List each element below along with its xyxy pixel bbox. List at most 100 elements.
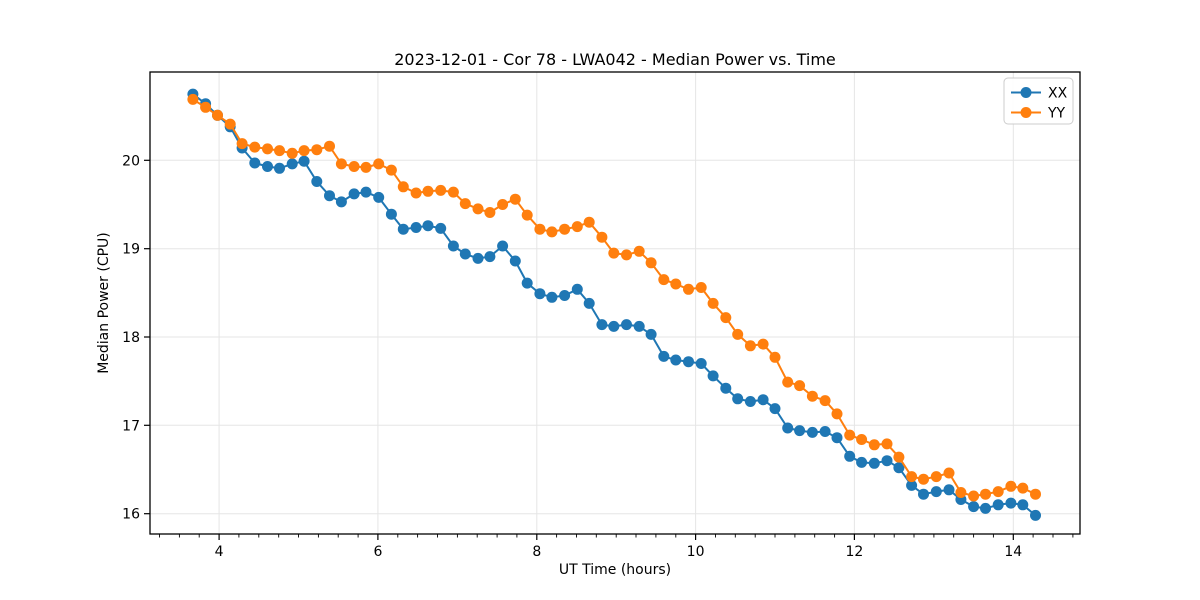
- data-point-XX: [373, 191, 385, 203]
- data-point-XX: [385, 208, 397, 220]
- data-point-YY: [200, 101, 212, 113]
- data-point-XX: [720, 382, 732, 394]
- data-point-YY: [187, 93, 199, 105]
- data-point-XX: [571, 283, 583, 295]
- data-point-XX: [249, 157, 261, 169]
- data-point-YY: [683, 283, 694, 295]
- data-point-XX: [621, 319, 632, 331]
- data-point-XX: [596, 319, 608, 331]
- data-point-YY: [410, 187, 422, 199]
- data-point-YY: [298, 145, 310, 157]
- data-point-YY: [806, 390, 818, 402]
- data-point-YY: [707, 297, 719, 309]
- data-point-YY: [980, 488, 991, 500]
- legend-marker-XX: [1020, 87, 1032, 98]
- data-point-XX: [918, 488, 929, 500]
- data-point-XX: [534, 288, 546, 300]
- data-point-YY: [1030, 488, 1041, 500]
- data-point-YY: [509, 193, 521, 205]
- data-point-XX: [360, 186, 372, 198]
- data-point-YY: [596, 231, 608, 243]
- data-point-XX: [397, 223, 409, 235]
- data-point-YY: [546, 226, 558, 238]
- data-point-YY: [819, 395, 831, 407]
- data-point-YY: [447, 186, 459, 198]
- data-point-YY: [943, 467, 955, 479]
- data-point-XX: [324, 190, 335, 202]
- data-point-YY: [918, 473, 929, 485]
- data-point-YY: [484, 207, 496, 218]
- data-point-YY: [658, 274, 670, 286]
- data-point-XX: [262, 161, 273, 172]
- data-point-XX: [806, 426, 818, 438]
- data-point-YY: [472, 203, 484, 215]
- series-line-YY: [192, 98, 1036, 497]
- data-point-XX: [435, 222, 447, 234]
- data-point-YY: [633, 245, 645, 257]
- data-point-YY: [435, 184, 447, 196]
- data-point-YY: [844, 429, 856, 441]
- y-tick-label: 16: [122, 507, 140, 523]
- data-point-XX: [980, 502, 991, 514]
- data-point-YY: [224, 118, 236, 130]
- data-point-YY: [992, 486, 1004, 498]
- y-tick-label: 20: [122, 153, 140, 169]
- data-point-XX: [782, 422, 794, 434]
- data-point-YY: [695, 282, 707, 293]
- y-tick-label: 19: [122, 242, 140, 258]
- data-point-YY: [645, 257, 657, 269]
- data-point-XX: [906, 479, 918, 491]
- data-point-XX: [707, 370, 719, 382]
- x-tick-label: 12: [845, 544, 863, 560]
- data-point-YY: [373, 158, 385, 170]
- data-point-YY: [881, 438, 893, 450]
- data-point-YY: [1017, 482, 1029, 494]
- data-point-YY: [249, 141, 261, 153]
- data-point-YY: [212, 109, 223, 121]
- y-axis-label: Median Power (CPU): [96, 232, 112, 374]
- data-point-XX: [645, 328, 657, 340]
- data-point-YY: [335, 158, 347, 170]
- data-point-YY: [856, 434, 868, 445]
- data-point-XX: [769, 403, 781, 415]
- data-point-XX: [583, 297, 595, 309]
- data-point-YY: [757, 338, 769, 350]
- data-point-XX: [559, 290, 571, 301]
- data-point-YY: [732, 328, 744, 340]
- legend-label-XX: XX: [1048, 86, 1068, 102]
- chart-title: 2023-12-01 - Cor 78 - LWA042 - Median Po…: [394, 50, 836, 69]
- grid-layer: [150, 72, 1080, 534]
- data-point-YY: [311, 144, 323, 156]
- data-point-XX: [930, 486, 942, 498]
- data-point-XX: [844, 450, 856, 462]
- x-tick-label: 10: [687, 544, 705, 560]
- data-point-XX: [410, 222, 422, 233]
- data-point-YY: [397, 181, 409, 193]
- data-point-XX: [683, 356, 694, 368]
- data-point-YY: [968, 490, 980, 502]
- data-point-YY: [782, 376, 794, 388]
- data-point-XX: [546, 291, 558, 303]
- data-point-XX: [856, 456, 868, 468]
- data-point-XX: [794, 425, 806, 437]
- legend-label-YY: YY: [1047, 106, 1066, 122]
- data-point-YY: [621, 249, 632, 261]
- data-point-YY: [360, 161, 372, 173]
- series-layer: [187, 88, 1041, 521]
- data-point-XX: [422, 220, 434, 232]
- x-tick-label: 8: [532, 544, 541, 560]
- data-point-XX: [459, 248, 471, 260]
- data-point-YY: [769, 351, 781, 363]
- data-point-YY: [893, 451, 905, 463]
- data-point-YY: [274, 145, 285, 157]
- data-point-XX: [968, 501, 980, 513]
- legend: XX YY: [1003, 77, 1074, 125]
- data-point-XX: [744, 396, 756, 407]
- data-point-XX: [819, 426, 831, 437]
- data-point-XX: [298, 155, 310, 167]
- x-tick-label: 14: [1004, 544, 1022, 560]
- data-point-XX: [695, 358, 707, 369]
- data-point-YY: [521, 209, 533, 221]
